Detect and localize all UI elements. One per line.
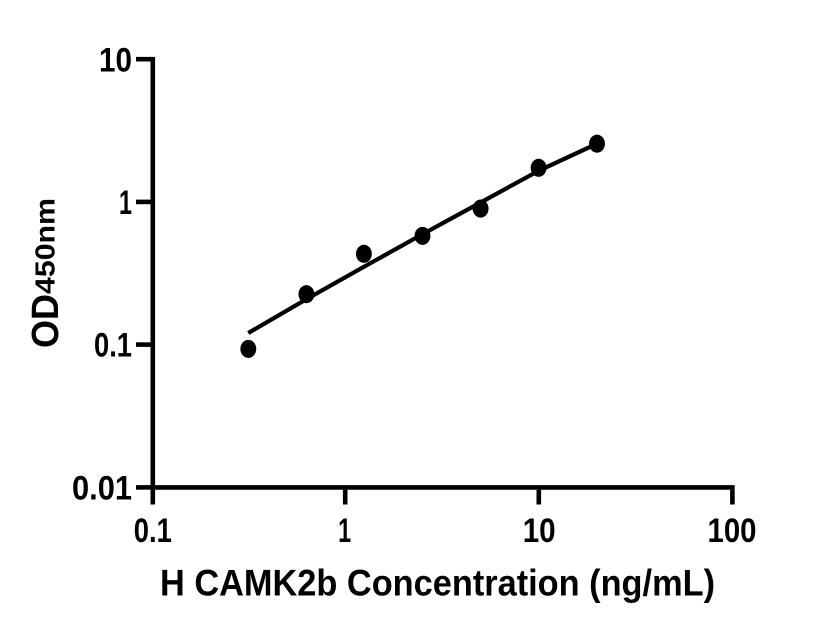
svg-text:1: 1 bbox=[119, 184, 132, 222]
svg-text:10: 10 bbox=[99, 41, 132, 79]
svg-text:0.1: 0.1 bbox=[94, 327, 132, 365]
svg-text:450nm: 450nm bbox=[30, 198, 61, 294]
svg-text:H CAMK2b Concentration (ng/mL): H CAMK2b Concentration (ng/mL) bbox=[160, 563, 715, 604]
svg-text:1: 1 bbox=[338, 512, 351, 550]
svg-text:100: 100 bbox=[708, 512, 757, 550]
svg-text:OD: OD bbox=[25, 294, 67, 348]
svg-text:10: 10 bbox=[523, 512, 556, 550]
svg-text:0.1: 0.1 bbox=[134, 512, 172, 550]
svg-text:0.01: 0.01 bbox=[72, 470, 132, 508]
